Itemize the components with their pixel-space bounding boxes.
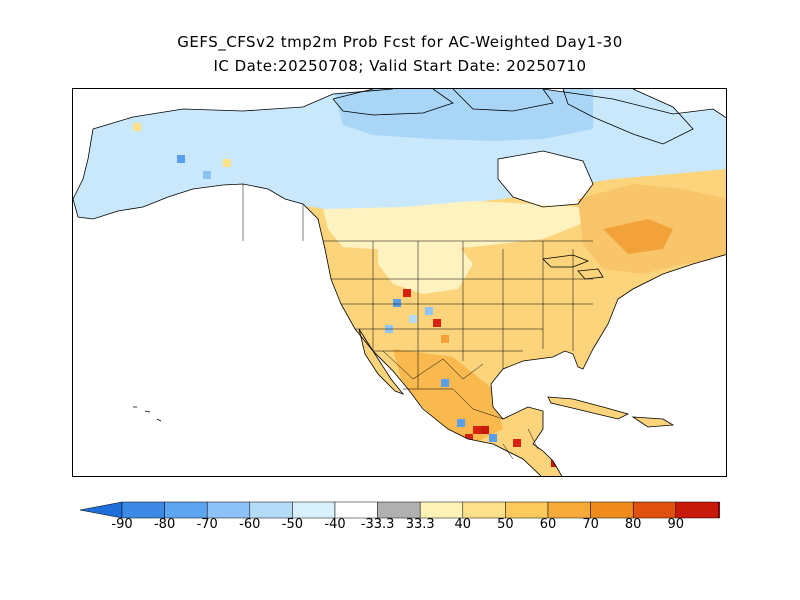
legend-swatch-15: [718, 501, 720, 519]
legend-label: 70: [582, 517, 599, 532]
legend-label: -70: [196, 517, 218, 532]
legend-swatch-5: [292, 501, 336, 519]
legend-label: 90: [667, 517, 685, 532]
legend-label: -50: [281, 517, 304, 532]
legend-swatch-3: [206, 501, 251, 519]
legend-swatch-6: [334, 501, 378, 519]
legend-label: 50: [497, 517, 514, 532]
legend-label: 80: [624, 517, 642, 532]
legend-swatch-8: [419, 501, 464, 519]
color-legend-bar: [80, 501, 720, 519]
legend-swatch-2: [164, 501, 208, 519]
legend-swatch-4: [249, 501, 293, 519]
legend-label: -60: [239, 517, 261, 532]
legend-swatch-10: [505, 501, 549, 519]
legend-swatch-12: [590, 501, 634, 519]
probability-field: [73, 89, 726, 476]
legend-label: -40: [324, 517, 346, 532]
legend-swatch-14: [675, 501, 719, 519]
political-borders: [242, 184, 593, 460]
map-panel: [72, 88, 727, 477]
legend-label: 40: [454, 517, 472, 532]
title-line-1: GEFS_CFSv2 tmp2m Prob Fcst for AC-Weight…: [177, 33, 623, 51]
title-line-2: IC Date:20250708; Valid Start Date: 2025…: [213, 57, 587, 75]
legend-swatch-0: [80, 501, 123, 519]
legend-swatch-9: [462, 501, 506, 519]
legend-label: -33.3: [360, 517, 395, 532]
legend-swatch-7: [377, 501, 421, 519]
legend-label: -80: [153, 517, 176, 532]
legend-swatch-1: [121, 501, 165, 519]
legend-swatch-11: [547, 501, 591, 519]
legend-label: 60: [539, 517, 557, 532]
legend-label: 33.3: [405, 517, 435, 532]
legend-label: -90: [111, 517, 133, 532]
probability-map: [73, 89, 726, 476]
legend-swatch-13: [632, 501, 677, 519]
